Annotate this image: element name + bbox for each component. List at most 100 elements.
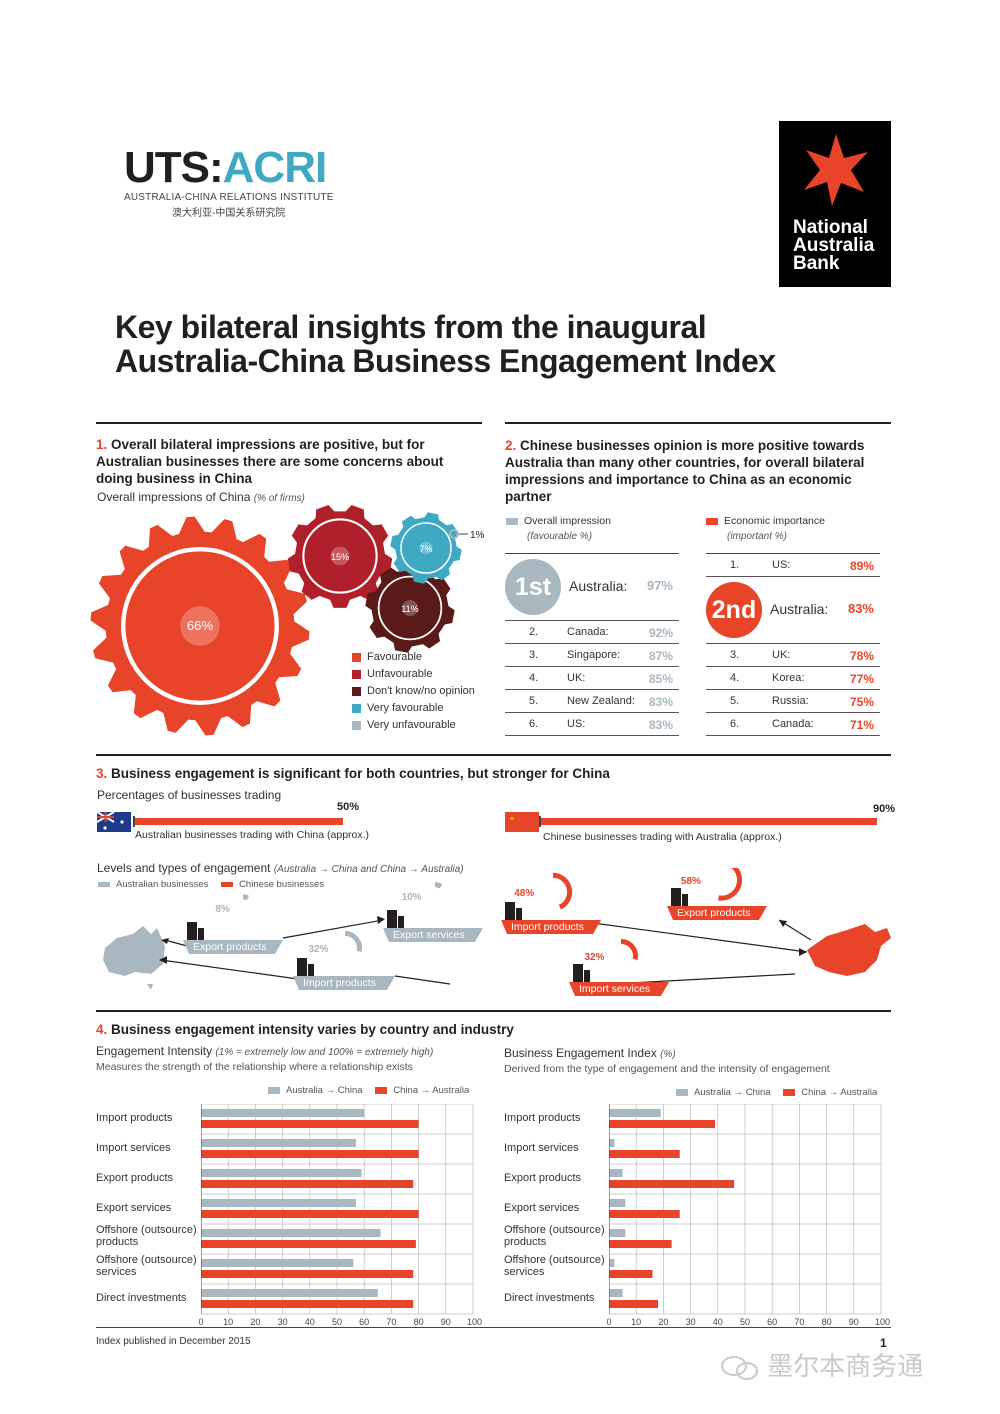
tick-label: 90 bbox=[440, 1317, 451, 1327]
gear-value-label: 66% bbox=[187, 618, 214, 633]
rank-number: 6. bbox=[529, 718, 539, 730]
watermark-text: 墨尔本商务通 bbox=[767, 1351, 924, 1381]
left-chart-legend: Australia → China China → Australia bbox=[268, 1085, 469, 1096]
section4-heading-text: Business engagement intensity varies by … bbox=[111, 1022, 514, 1037]
rank-value: 89% bbox=[849, 559, 874, 573]
rank-country: New Zealand: bbox=[567, 695, 635, 707]
ship-label: Export products bbox=[193, 941, 267, 953]
bar bbox=[201, 1300, 414, 1308]
levels-title-text: Levels and types of engagement bbox=[97, 861, 271, 875]
tick-label: 20 bbox=[658, 1317, 669, 1327]
cn-value-label: 90% bbox=[873, 803, 896, 815]
levels-legend: Australian businesses Chinese businesses bbox=[98, 879, 324, 890]
rank-row: 3. Singapore: 87% bbox=[505, 644, 679, 667]
footer-rule bbox=[96, 1327, 891, 1328]
category-label: Export services bbox=[96, 1202, 172, 1214]
bar bbox=[609, 1300, 658, 1308]
rank-country: UK: bbox=[772, 649, 791, 661]
ship-value: 32% bbox=[585, 952, 605, 963]
bar bbox=[201, 1139, 356, 1147]
bar bbox=[201, 1169, 362, 1177]
bar bbox=[201, 1180, 414, 1188]
left-legend-line1: Overall impression bbox=[524, 515, 611, 527]
levels-legend-cn: Chinese businesses bbox=[239, 879, 325, 890]
section3-heading: 3. Business engagement is significant fo… bbox=[96, 765, 610, 782]
rank-badge: 2nd bbox=[706, 582, 762, 638]
rank-value: 83% bbox=[648, 718, 673, 732]
rank-value: 87% bbox=[648, 649, 673, 663]
bar bbox=[201, 1259, 354, 1267]
rank-top-rule bbox=[706, 553, 880, 554]
ship-icon: Export products 58% bbox=[667, 868, 767, 920]
legend-label: Very favourable bbox=[367, 702, 444, 714]
right-legend-b-swatch bbox=[783, 1088, 796, 1096]
tick-label: 0 bbox=[606, 1317, 612, 1327]
section1-heading-text: Overall bilateral impressions are positi… bbox=[96, 437, 444, 486]
tick-label: 70 bbox=[794, 1317, 805, 1327]
category-label: Import products bbox=[96, 1112, 173, 1124]
gear-favourable: 66% bbox=[90, 516, 310, 736]
left-legend-b: China → Australia bbox=[393, 1085, 470, 1096]
ship-label: Export products bbox=[677, 907, 751, 919]
legend-label: Don't know/no opinion bbox=[367, 685, 475, 697]
tick-label: 50 bbox=[739, 1317, 750, 1327]
section4-num: 4. bbox=[96, 1022, 108, 1037]
trading-bars bbox=[96, 811, 877, 832]
ship-label: Import services bbox=[579, 983, 650, 995]
left-legend-b-swatch bbox=[375, 1086, 388, 1094]
section4-heading: 4. Business engagement intensity varies … bbox=[96, 1021, 514, 1038]
tick-label: 30 bbox=[685, 1317, 696, 1327]
au-trading-bar bbox=[133, 818, 343, 825]
nab-logo: National Australia Bank bbox=[779, 121, 891, 287]
rank-row: 6. Canada: 71% bbox=[706, 713, 880, 736]
rank-number: 3. bbox=[529, 649, 539, 661]
rank-row: 5. New Zealand: 83% bbox=[505, 690, 679, 713]
section2-heading: 2. Chinese businesses opinion is more po… bbox=[505, 437, 890, 505]
au-bar-label: Australian businesses trading with China… bbox=[135, 829, 370, 841]
ship-arc bbox=[434, 882, 443, 889]
tick-label: 30 bbox=[277, 1317, 288, 1327]
title-line2: Australia-China Business Engagement Inde… bbox=[115, 343, 776, 379]
bar bbox=[609, 1109, 661, 1117]
logo-cn-subtitle: 澳大利亚-中国关系研究院 bbox=[172, 208, 286, 219]
ship-arc bbox=[242, 894, 249, 901]
section3-num: 3. bbox=[96, 766, 108, 781]
footer-note: Index published in December 2015 bbox=[96, 1336, 251, 1347]
section3-rule bbox=[96, 754, 891, 756]
ship-label: Import products bbox=[303, 977, 376, 989]
tick-label: 50 bbox=[331, 1317, 342, 1327]
right-chart-title: Business Engagement Index (%) bbox=[504, 1046, 676, 1060]
bar bbox=[609, 1150, 680, 1158]
china-map-icon bbox=[807, 924, 891, 976]
gear-very-favourable: 7% bbox=[390, 512, 462, 584]
legend-swatch bbox=[352, 669, 361, 679]
logo-uts-text: UTS: bbox=[124, 143, 224, 192]
ship-value: 58% bbox=[681, 876, 701, 887]
category-label: Offshore (outsource) services bbox=[504, 1254, 605, 1278]
bar bbox=[609, 1120, 716, 1128]
tick-label: 40 bbox=[304, 1317, 315, 1327]
rank-row: 1. US: 89% bbox=[706, 554, 880, 577]
rank-country: Russia: bbox=[772, 695, 809, 707]
gear-legend-item: Don't know/no opinion bbox=[352, 683, 475, 700]
cn-bar-label: Chinese businesses trading with Australi… bbox=[543, 831, 782, 843]
ship-value: 8% bbox=[215, 904, 230, 915]
legend-swatch bbox=[352, 720, 361, 730]
tick-label: 20 bbox=[250, 1317, 261, 1327]
ship-label: Export services bbox=[393, 929, 465, 941]
section1-subtitle-text: Overall impressions of China bbox=[97, 490, 251, 504]
nab-line3: Bank bbox=[793, 253, 840, 274]
legend-label: Very unfavourable bbox=[367, 719, 456, 731]
ship-icon: Import products 32% bbox=[293, 930, 395, 990]
gear-legend-item: Very favourable bbox=[352, 700, 475, 717]
category-label: Offshore (outsource) products bbox=[96, 1224, 197, 1248]
bar bbox=[201, 1270, 414, 1278]
gear-value-label: 11% bbox=[401, 604, 418, 614]
legend-swatch bbox=[352, 703, 361, 713]
tick-label: 70 bbox=[386, 1317, 397, 1327]
gear-legend-item: Unfavourable bbox=[352, 666, 475, 683]
title-line1: Key bilateral insights from the inaugura… bbox=[115, 309, 707, 345]
right-chart-legend: Australia → China China → Australia bbox=[676, 1087, 877, 1098]
right-chart-title-text: Business Engagement Index bbox=[504, 1046, 657, 1060]
right-chart-title-note: (%) bbox=[660, 1049, 676, 1060]
